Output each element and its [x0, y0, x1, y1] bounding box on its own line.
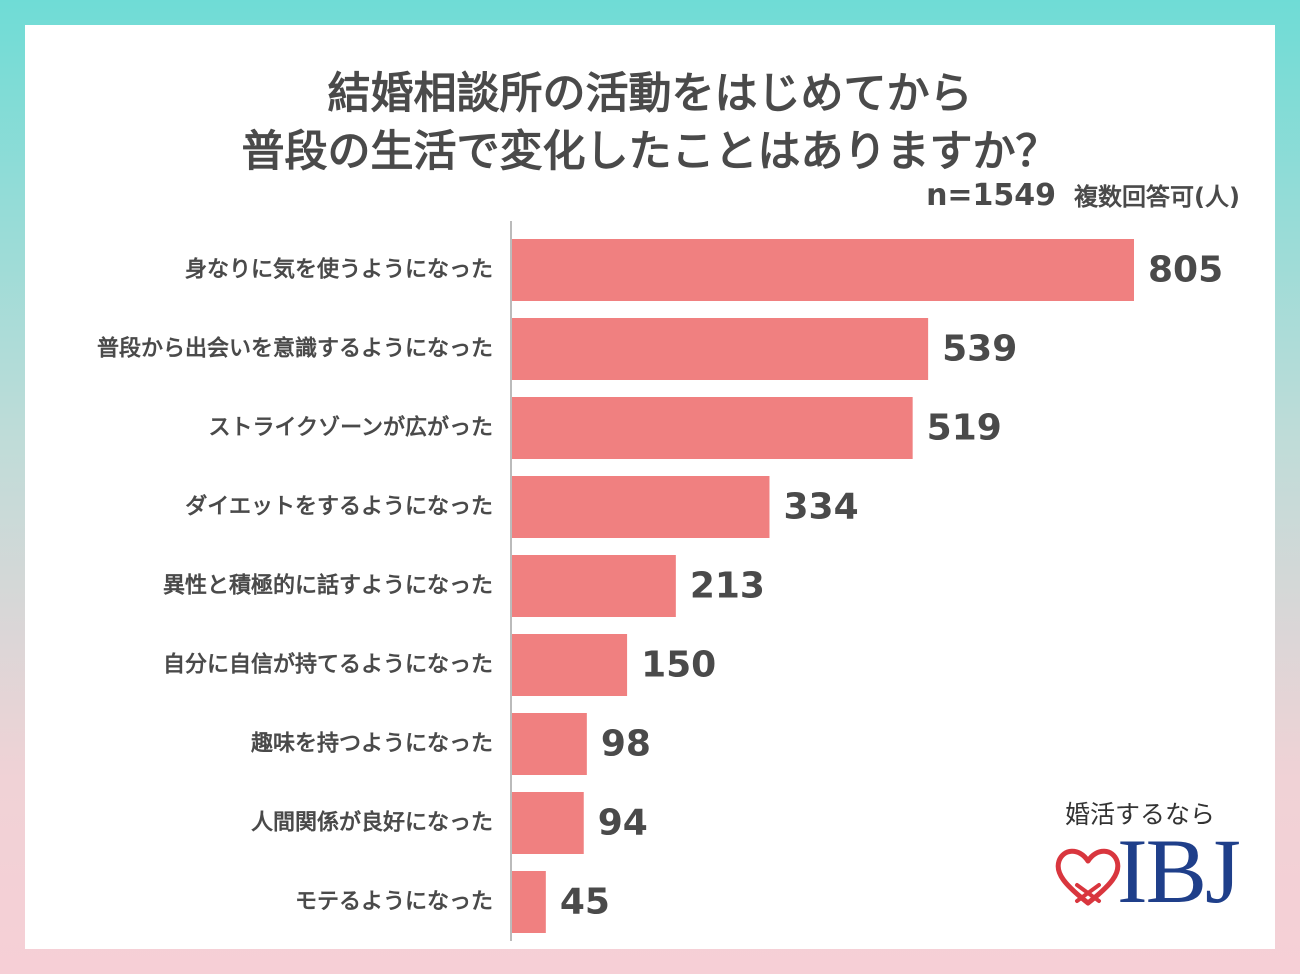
value-label-2: 519 — [927, 408, 1002, 449]
chart-title-line-2: 普段の生活で変化したことはありますか？ — [241, 127, 1059, 177]
bars-group: 身なりに気を使うようになった 805 普段から出会いを意識するようになった 539 スト… — [97, 239, 1223, 933]
category-label-0: 身なりに気を使うようになった — [185, 257, 493, 283]
bar-7 — [511, 792, 584, 854]
bar-0 — [511, 239, 1134, 301]
logo-tagline: 婚活するなら — [1065, 800, 1216, 829]
value-label-6: 98 — [601, 724, 651, 765]
chart-title-line-1: 結婚相談所の活動をはじめてから — [327, 69, 973, 119]
value-label-7: 94 — [598, 803, 648, 844]
value-label-5: 150 — [641, 645, 716, 686]
category-label-6: 趣味を持つようになった — [250, 731, 493, 757]
category-label-5: 自分に自信が持てるようになった — [163, 652, 493, 678]
value-label-3: 334 — [783, 487, 858, 528]
logo-brand-name: IBJ — [1117, 820, 1241, 922]
bar-1 — [511, 318, 929, 380]
bar-2 — [511, 397, 913, 459]
ibj-logo: 婚活するなら IBJ — [1053, 795, 1253, 935]
value-label-4: 213 — [690, 566, 765, 607]
value-label-0: 805 — [1148, 250, 1223, 291]
bar-5 — [511, 634, 628, 696]
category-label-8: モテるようになった — [295, 890, 493, 915]
chart-meta: n=1549 複数回答可(人) — [926, 177, 1240, 213]
category-label-3: ダイエットをするようになった — [185, 494, 493, 520]
category-label-2: ストライクゾーンが広がった — [209, 415, 493, 441]
category-label-7: 人間関係が良好になった — [251, 810, 493, 836]
sample-size: n=1549 — [926, 178, 1057, 213]
bar-6 — [511, 713, 587, 775]
answer-note: 複数回答可(人) — [1074, 183, 1240, 211]
heart-icon — [1055, 848, 1121, 906]
value-label-8: 45 — [560, 882, 610, 923]
bar-8 — [511, 871, 546, 933]
category-label-1: 普段から出会いを意識するようになった — [97, 336, 493, 362]
category-label-4: 異性と積極的に話すようになった — [163, 573, 493, 599]
bar-chart: 身なりに気を使うようになった 805 普段から出会いを意識するようになった 539 スト… — [97, 221, 1223, 941]
chart-title: 結婚相談所の活動をはじめてから 普段の生活で変化したことはありますか？ — [25, 65, 1275, 181]
bar-4 — [511, 555, 676, 617]
value-label-1: 539 — [942, 329, 1017, 370]
chart-card: 結婚相談所の活動をはじめてから 普段の生活で変化したことはありますか？ n=15… — [25, 25, 1275, 949]
bar-3 — [511, 476, 770, 538]
